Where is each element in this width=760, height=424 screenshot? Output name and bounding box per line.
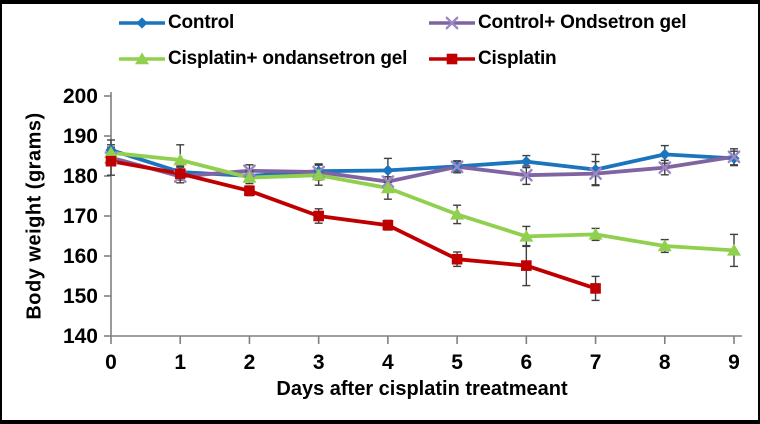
legend-item-control-ondsetron-gel: Control+ Ondsetron gel xyxy=(428,11,687,33)
square-marker xyxy=(244,185,255,197)
legend-label: Control xyxy=(168,11,235,33)
x-tick-label: 7 xyxy=(590,351,602,374)
x-tick-label: 3 xyxy=(313,351,325,374)
triangle-up-marker xyxy=(135,51,149,64)
triangle-up-marker xyxy=(727,243,741,256)
legend-item-control: Control xyxy=(118,12,428,33)
x-tick-label: 8 xyxy=(659,351,671,374)
x-tick-label: 2 xyxy=(244,351,256,374)
y-tick-label: 180 xyxy=(63,165,98,188)
y-axis-title: Body weight (grams) xyxy=(23,112,46,320)
diamond-legend-marker-icon xyxy=(119,16,165,29)
legend-item-cisplatin-ondansetron-gel: Cisplatin+ ondansetron gel xyxy=(118,48,428,69)
y-tick-label: 170 xyxy=(63,205,98,228)
triangle-up-marker xyxy=(311,168,326,181)
series-control-ondsetron-gel-line xyxy=(109,154,736,184)
legend-label: Cisplatin+ ondansetron gel xyxy=(168,47,408,69)
series-cisplatin-line xyxy=(109,159,598,291)
y-tick-label: 190 xyxy=(63,125,98,148)
legend-label: Cisplatin xyxy=(478,47,557,69)
triangle-up-marker xyxy=(657,239,672,252)
series-control-line xyxy=(109,148,736,178)
series-cisplatin-ondansetron-gel-error-bars xyxy=(107,144,738,268)
legend-label: Control+ Ondsetron gel xyxy=(478,11,687,33)
x-tick-label: 5 xyxy=(451,351,463,374)
x-tick-label: 4 xyxy=(382,351,394,374)
diamond-marker xyxy=(520,156,532,168)
square-marker xyxy=(105,155,117,167)
square-marker xyxy=(451,253,463,265)
x-marker xyxy=(445,16,459,29)
triangle-up-marker xyxy=(450,207,465,220)
y-axis-ticks: 140 150 160 170 180 190 200 xyxy=(63,85,111,348)
diamond-marker xyxy=(659,148,671,160)
y-tick-label: 200 xyxy=(63,85,98,108)
x-axis-title: Days after cisplatin treatmeant xyxy=(276,378,568,400)
square-marker xyxy=(382,219,394,231)
square-marker xyxy=(590,283,601,294)
x-axis-ticks: 0 1 2 3 4 5 6 7 8 9 xyxy=(105,336,740,374)
series-cisplatin-markers xyxy=(105,155,601,294)
x-tick-label: 1 xyxy=(174,351,186,374)
triangle-up-legend-marker-icon xyxy=(119,51,165,64)
x-tick-label: 0 xyxy=(105,351,117,374)
triangle-up-marker xyxy=(380,181,395,194)
axes xyxy=(110,92,742,337)
x-marker xyxy=(450,160,464,174)
series-cisplatin-ondansetron-gel-line xyxy=(109,150,736,253)
x-legend-marker-icon xyxy=(429,16,475,29)
x-marker xyxy=(658,161,672,175)
square-marker xyxy=(313,210,324,222)
triangle-up-marker xyxy=(519,229,534,242)
triangle-up-marker xyxy=(588,227,603,240)
triangle-up-marker xyxy=(104,146,118,158)
square-marker xyxy=(174,168,186,179)
square-marker xyxy=(521,260,532,271)
line-chart: 140 150 160 170 180 190 200 0 1 2 3 4 5 6 7 8 9 xyxy=(63,85,742,374)
triangle-up-marker xyxy=(242,171,257,183)
diamond-marker xyxy=(382,164,394,176)
x-marker xyxy=(243,164,256,178)
y-tick-label: 140 xyxy=(63,325,98,348)
chart-legend: Control Control+ Ondsetron gel Cisplatin+ … xyxy=(118,11,687,69)
diamond-marker xyxy=(136,16,148,29)
square-marker xyxy=(446,53,458,64)
x-tick-label: 6 xyxy=(520,351,532,374)
square-legend-marker-icon xyxy=(429,53,475,64)
series-cisplatin-ondansetron-gel-markers xyxy=(104,146,741,256)
x-marker xyxy=(589,167,602,181)
y-tick-label: 150 xyxy=(63,285,98,308)
x-marker xyxy=(727,150,741,164)
chart-inner-area: 140 150 160 170 180 190 200 0 1 2 3 4 5 6 7 8 9 Control C… xyxy=(2,4,758,420)
y-tick-label: 160 xyxy=(63,245,98,268)
legend-item-cisplatin: Cisplatin xyxy=(428,48,686,69)
x-tick-label: 9 xyxy=(728,351,740,374)
triangle-up-marker xyxy=(173,153,188,166)
x-marker xyxy=(519,168,533,182)
